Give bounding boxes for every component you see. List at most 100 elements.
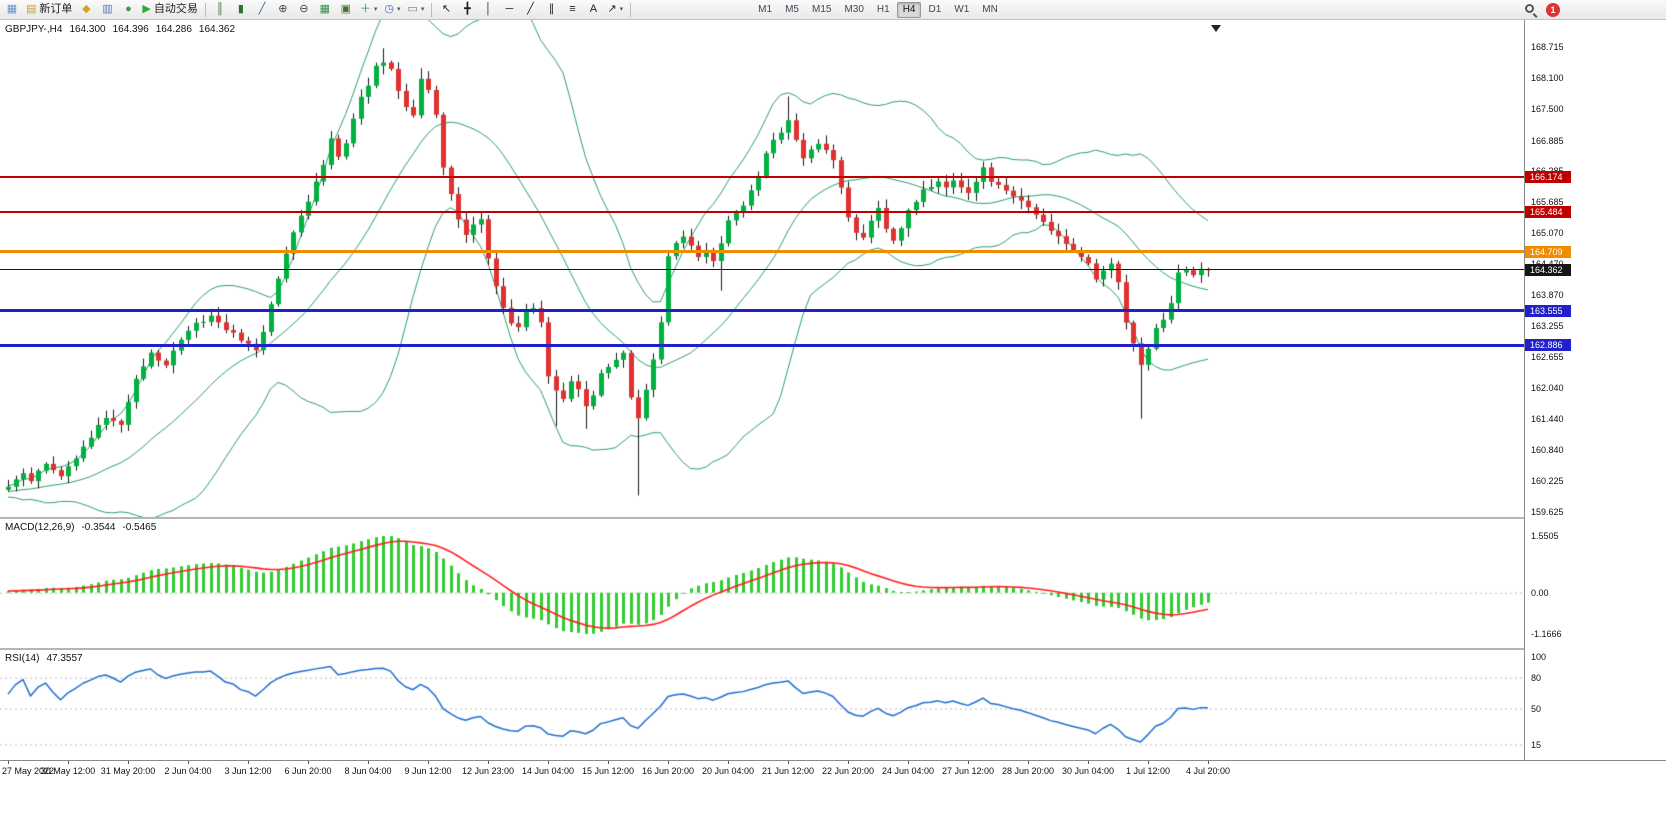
autotrading-icon: ▶ [142,3,151,15]
line-chart-button[interactable]: ╱ [252,1,272,19]
price-axis-label: 168.715 [1531,42,1564,52]
toolbar-separator-1 [204,2,206,17]
data-window-button[interactable]: ▥ [97,1,117,19]
rsi-label: RSI(14) 47.3557 [5,653,83,664]
price-axis-label: 165.070 [1531,228,1564,239]
vertical-line-button[interactable]: │ [478,1,498,19]
macd-axis-label: 0.00 [1531,587,1549,598]
horizontal-line-164.362[interactable] [0,269,1524,271]
tile-windows-button[interactable]: ▦ [315,1,335,19]
time-axis-label: 4 Jul 20:00 [1185,766,1231,776]
crosshair-button[interactable]: ╋ [457,1,477,19]
horizontal-line-162.886[interactable] [0,343,1524,347]
text-icon: A [589,3,598,15]
horizontal-line-164.709[interactable] [0,250,1524,254]
arrows-button[interactable]: ↗ ▾ [604,1,626,19]
time-axis-label: 3 Jun 12:00 [224,766,272,776]
timeframe-h4-button[interactable]: H4 [896,1,922,18]
bar-low-value: 164.286 [155,24,192,35]
trendline-button[interactable]: ╱ [520,1,540,19]
time-axis-tick [308,761,309,764]
horizontal-line-button[interactable]: ─ [499,1,519,19]
price-axis[interactable]: 166.174 165.484 164.709 164.362 163.555 162.8… [1524,20,1666,760]
price-tag-163.555: 163.555 [1525,304,1571,317]
rsi-value: 47.3557 [46,653,83,664]
text-button[interactable]: A [583,1,603,19]
time-axis-tick [1088,761,1089,764]
new-order-button[interactable]: ▤ 新订单 [23,1,75,19]
timeframe-m1-button[interactable]: M1 [758,4,773,15]
macd-panel[interactable]: MACD(12,26,9) -0.3544 -0.5465 [0,519,1524,648]
price-canvas[interactable] [0,20,1524,517]
horizontal-line-icon: ─ [505,3,514,15]
main-chart-panel[interactable]: GBPJPY-,H4 164.300 164.396 164.286 164.3… [0,20,1524,517]
periods-icon: ◷ [384,3,394,15]
fibonacci-button[interactable]: ≡ [562,1,582,19]
time-axis-tick [1208,761,1209,764]
bar-open-value: 164.300 [69,24,106,35]
timeframe-m15-button[interactable]: M15 [811,4,832,15]
horizontal-line-166.174[interactable] [0,175,1524,178]
vertical-line-icon: │ [485,3,492,15]
cursor-button[interactable]: ↖ [436,1,456,19]
time-axis[interactable]: 27 May 2022 30 May 12:00 31 May 20:00 2 Jun… [0,760,1666,782]
timeframe-d1-button[interactable]: D1 [928,4,942,15]
channel-icon: ∥ [548,3,555,15]
arrows-icon: ↗ [607,3,617,15]
horizontal-line-163.555[interactable] [0,309,1524,313]
chart-shift-marker[interactable] [1211,25,1221,32]
price-axis-label: 167.500 [1531,104,1564,115]
cascade-windows-button[interactable]: ▣ [336,1,356,19]
horizontal-line-165.484[interactable] [0,211,1524,214]
toolbar-separator-3 [630,2,632,17]
timeframe-mn-button[interactable]: MN [982,4,998,15]
rsi-axis-label: 100 [1531,652,1547,662]
price-axis-label: 160.225 [1531,476,1564,487]
panel-separator-macd[interactable] [0,517,1666,519]
timeframe-w1-button[interactable]: W1 [954,4,970,15]
time-axis-tick [368,761,369,764]
rsi-canvas[interactable] [0,650,1524,760]
time-axis-label: 1 Jul 12:00 [1125,766,1171,776]
notification-badge[interactable]: 1 [1546,2,1560,17]
time-axis-tick [668,761,669,764]
search-icon[interactable] [1524,3,1538,18]
price-axis-label: 162.040 [1531,383,1564,394]
zoom-out-button[interactable]: ⊖ [294,1,314,19]
rsi-panel[interactable]: RSI(14) 47.3557 [0,650,1524,760]
periods-button-caret-icon: ▾ [397,6,401,13]
toolbar-items: ▦ ▤ 新订单 ◆ ▥ ● ▶ 自动交易 ║ ▮ ╱ ⊕ ⊖ ▦ ▣ ＋ ▾ ◷ ▾ ▭ ▾ ↖ ╋ │ ─ ╱ ∥ ≡ A ↗ ▾ [2,1,634,19]
templates-button[interactable]: ▭ ▾ [405,1,428,19]
time-axis-label: 16 Jun 20:00 [641,766,695,776]
rsi-axis-label: 80 [1531,672,1542,683]
price-axis-label: 166.885 [1531,135,1564,146]
market-watch-button[interactable]: ◆ [76,1,96,19]
price-tag-162.886: 162.886 [1525,339,1571,352]
autotrading-button[interactable]: ▶ 自动交易 [139,1,200,19]
templates-button-caret-icon: ▾ [420,6,425,13]
new-chart-button[interactable]: ▦ [2,1,22,19]
panel-separator-rsi[interactable] [0,648,1666,650]
time-axis-label: 8 Jun 04:00 [344,766,392,776]
timeframe-h1-button[interactable]: H1 [876,4,890,15]
time-axis-tick [788,761,789,764]
time-axis-label: 27 Jun 12:00 [941,766,995,776]
timeframe-m30-button[interactable]: M30 [844,4,864,15]
periods-button[interactable]: ◷ ▾ [381,1,403,19]
macd-axis-label: -1.1666 [1531,629,1562,639]
bars-chart-button[interactable]: ║ [210,1,230,19]
time-axis-label: 28 Jun 20:00 [1001,766,1055,776]
channel-button[interactable]: ∥ [541,1,561,19]
price-axis-label: 163.870 [1531,289,1564,300]
zoom-in-button[interactable]: ⊕ [273,1,293,19]
price-axis-label: 160.840 [1531,444,1564,455]
time-axis-tick [248,761,249,764]
price-tag-164.362: 164.362 [1525,263,1571,276]
navigator-button[interactable]: ● [118,1,138,19]
candles-chart-button[interactable]: ▮ [231,1,251,19]
macd-canvas[interactable] [0,519,1524,648]
navigator-icon: ● [125,3,132,15]
indicators-button[interactable]: ＋ ▾ [357,1,381,19]
timeframe-m5-button[interactable]: M5 [785,4,799,15]
autotrading-button-label: 自动交易 [153,3,198,15]
